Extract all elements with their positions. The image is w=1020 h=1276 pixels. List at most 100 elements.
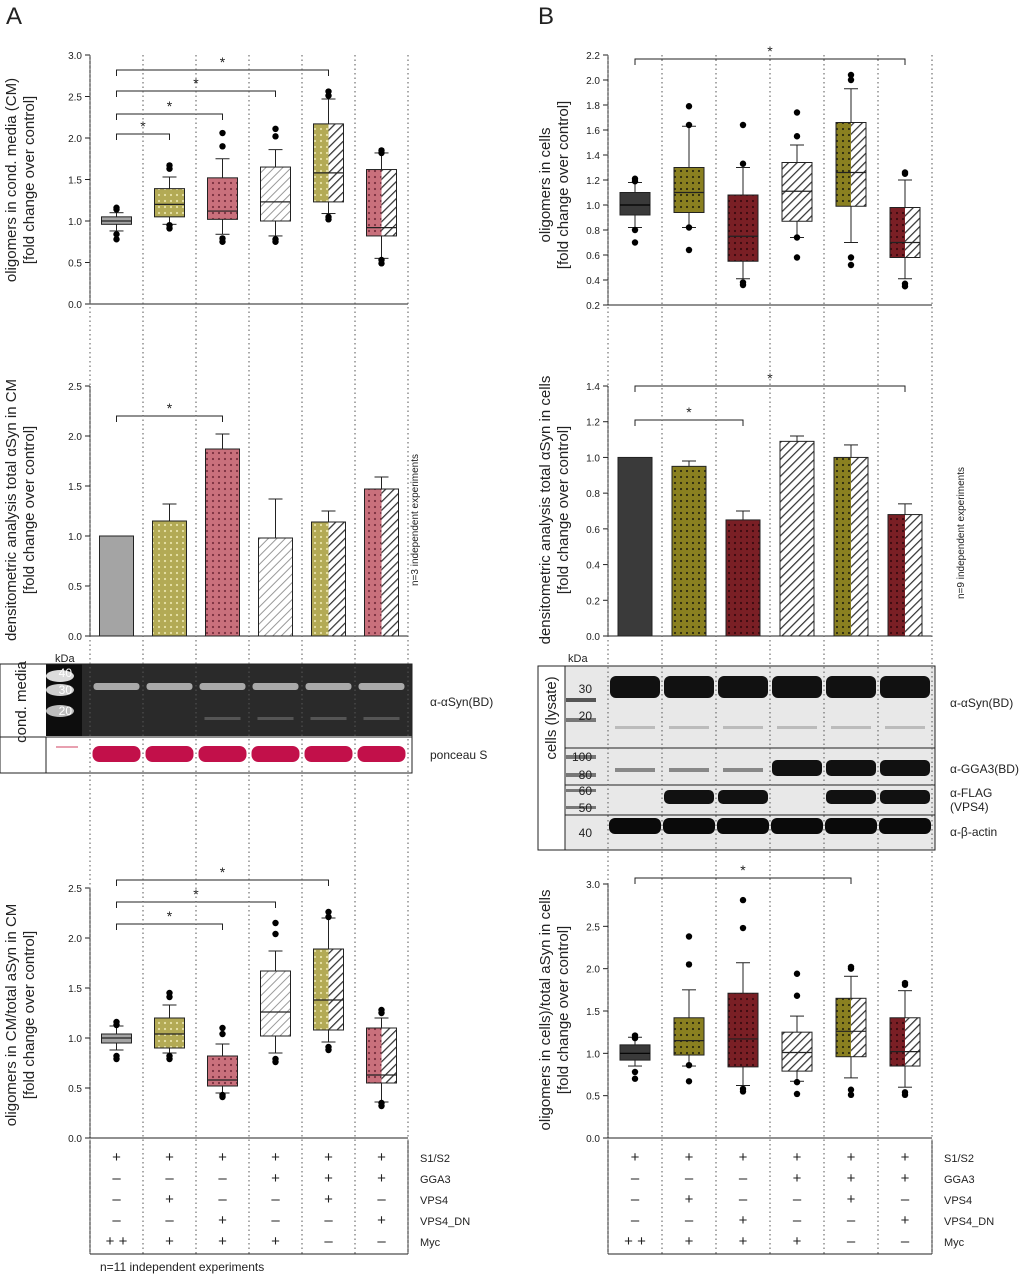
- y-tick-label: 0.6: [586, 251, 600, 262]
- y-tick-label: 1.0: [68, 217, 82, 228]
- condition-table-b: + + + + + + S1/S2 – – – + + + GGA3 – + – – + – VPS4 – – + – – + VPS…: [607, 1140, 994, 1255]
- y-tick-label: 0.2: [586, 301, 600, 312]
- a-top-ylabel-1: oligomers in cond. media (CM): [3, 78, 20, 282]
- bar-outline: [617, 456, 653, 637]
- b-mid-note: n=9 independent experiments: [956, 467, 967, 599]
- box: [782, 1032, 812, 1072]
- outlier-point: [739, 896, 747, 904]
- bar-left-half: [311, 522, 329, 636]
- ponceau-band: [357, 746, 406, 762]
- blot-band-gga3-faint: [615, 768, 655, 772]
- bar: [726, 519, 760, 636]
- box-right-half: [381, 169, 397, 236]
- blot-band-faint: [363, 717, 400, 720]
- condition-cell: –: [112, 1170, 121, 1187]
- bar: [258, 538, 293, 636]
- outlier-point: [219, 129, 226, 137]
- b-mid-ylabel-1: densitometric analysis total αSyn in cel…: [537, 376, 554, 645]
- outlier-point: [219, 1030, 226, 1038]
- box-outline: [835, 997, 867, 1058]
- a-bot-ylabel-1: oligomers in CM/total aSyn in CM: [3, 904, 20, 1127]
- outlier-point: [685, 246, 693, 254]
- y-tick-label: 0.8: [586, 226, 600, 237]
- bar-outline: [99, 535, 134, 637]
- y-tick-label: 0.0: [586, 632, 600, 643]
- y-tick-label: 0.4: [586, 561, 600, 572]
- significance-bracket: [634, 58, 906, 65]
- outlier-point: [631, 1032, 639, 1039]
- outlier-point: [166, 1052, 173, 1060]
- y-tick-label: 1.5: [68, 176, 82, 187]
- box: [674, 1017, 704, 1056]
- outlier-point: [847, 261, 855, 269]
- significance-star: *: [167, 908, 173, 924]
- outlier-point: [847, 1091, 855, 1099]
- outlier-point: [166, 221, 173, 229]
- y-tick-label: 2.0: [586, 965, 600, 976]
- condition-cell: +: [377, 1170, 386, 1187]
- box-left-half: [313, 949, 329, 1030]
- significance-star: *: [167, 400, 173, 416]
- y-tick-label: 0.2: [586, 596, 600, 607]
- outlier-point: [113, 1052, 120, 1060]
- box: [674, 167, 704, 213]
- ponceau-band: [304, 746, 353, 762]
- significance-bracket: [116, 415, 223, 422]
- bar-right-half: [328, 522, 346, 636]
- condition-cell: +: [631, 1149, 640, 1166]
- blot-band-syn: [358, 683, 405, 690]
- box-outline: [781, 162, 813, 222]
- outlier-point: [901, 979, 909, 987]
- condition-cell: +: [685, 1233, 694, 1250]
- condition-cell: –: [901, 1191, 910, 1208]
- significance-star: *: [220, 54, 226, 70]
- condition-row-name: VPS4: [420, 1195, 448, 1207]
- condition-cell: –: [901, 1233, 910, 1250]
- a-mid-note: n=3 independent experiments: [410, 454, 421, 586]
- condition-cell: –: [271, 1212, 280, 1229]
- condition-cell: –: [739, 1170, 748, 1187]
- a-mid-ylabel-1: densitometric analysis total αSyn in CM: [3, 379, 20, 641]
- blot-band-flag: [826, 790, 876, 804]
- blot-b-tick-60: 60: [579, 784, 593, 798]
- blot-a-row-label-ponceau: ponceau S: [430, 748, 487, 762]
- box: [620, 1044, 650, 1061]
- bar: [152, 521, 187, 636]
- box-outline: [260, 970, 291, 1037]
- box-left-half: [836, 998, 851, 1057]
- outlier-point: [739, 279, 747, 286]
- condition-row-name: Myc: [420, 1237, 441, 1249]
- a-mid-ylabel-2: [fold change over control]: [21, 426, 38, 594]
- chart-b-mid: 0.0 0.2 0.4 0.6 0.8 1.0 1.2 1.4 * *: [586, 370, 932, 643]
- significance-star: *: [167, 98, 173, 114]
- blot-band-flag: [664, 790, 714, 804]
- outlier-point: [739, 924, 747, 932]
- blot-band-gga3-faint: [723, 768, 763, 772]
- chart-a-bot: 0.0 0.5 1.0 1.5 2.0 2.5 * * *: [68, 864, 408, 1145]
- condition-row-name: VPS4_DN: [944, 1216, 994, 1228]
- outlier-point: [793, 254, 801, 261]
- condition-cell: –: [685, 1170, 694, 1187]
- box-outline: [889, 207, 921, 258]
- box-outline: [727, 194, 759, 262]
- box: [207, 1056, 238, 1086]
- outlier-point: [113, 1018, 120, 1026]
- y-tick-label: 3.0: [68, 51, 82, 62]
- y-tick-label: 0.4: [586, 276, 600, 287]
- condition-cell: –: [631, 1191, 640, 1208]
- box: [260, 971, 291, 1036]
- y-tick-label: 1.5: [586, 1007, 600, 1018]
- condition-cell: +: [218, 1233, 227, 1250]
- bar: [672, 466, 706, 636]
- box-left-half: [890, 1017, 905, 1067]
- significance-bracket: [116, 901, 276, 908]
- outlier-point: [685, 933, 693, 940]
- condition-cell: + +: [106, 1233, 128, 1250]
- chart-a-mid: 0.0 0.5 1.0 1.5 2.0 2.5 *: [68, 382, 408, 643]
- condition-cell: –: [793, 1191, 802, 1208]
- outlier-point: [113, 204, 120, 211]
- box-right-half: [851, 122, 866, 207]
- outlier-point: [272, 919, 279, 927]
- box: [154, 1018, 185, 1048]
- a-bot-ylabel-2: [fold change over control]: [21, 931, 38, 1099]
